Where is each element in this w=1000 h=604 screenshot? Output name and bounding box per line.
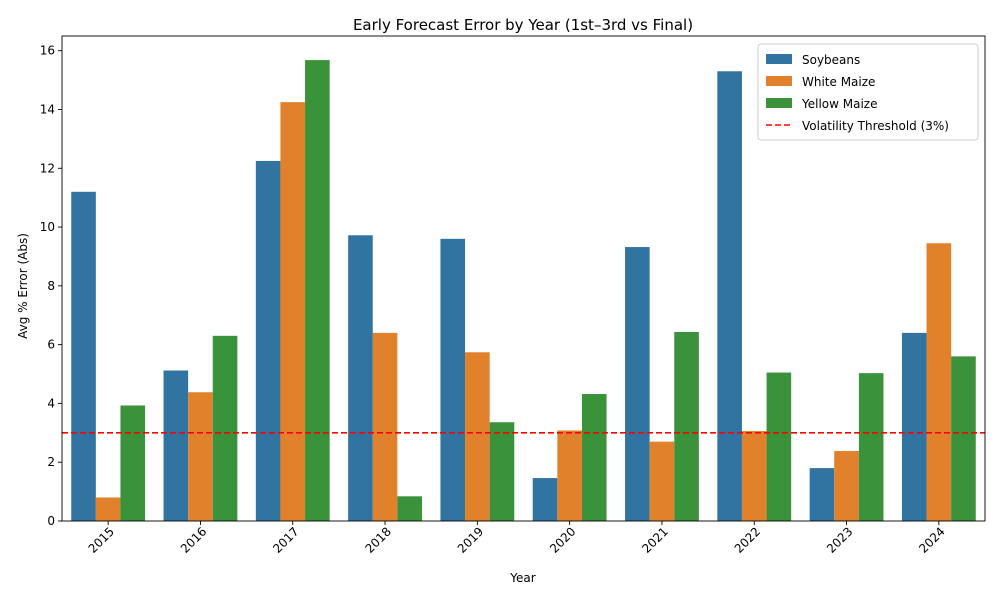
bar-soybeans-2019 [440,238,466,521]
legend-label: Yellow Maize [801,97,877,111]
legend-swatch [766,54,792,64]
x-tick-label: 2022 [732,524,763,555]
bar-soybeans-2017 [255,160,281,522]
bar-white-maize-2015 [95,497,121,521]
y-tick-label: 8 [47,279,55,293]
x-tick-label: 2019 [455,524,486,555]
legend-box [757,43,979,141]
bar-white-maize-2024 [926,243,952,522]
bar-white-maize-2017 [280,102,306,521]
bar-soybeans-2021 [625,247,650,522]
bar-soybeans-2015 [71,191,96,522]
legend-label: Soybeans [802,53,860,67]
bar-yellow-maize-2017 [305,60,330,521]
y-tick-label: 2 [47,455,55,469]
bar-yellow-maize-2021 [674,332,699,521]
bar-soybeans-2023 [809,468,835,521]
plot-frame [61,35,986,522]
y-axis-label: Avg % Error (Abs) [16,233,30,339]
x-axis-label: Year [509,571,535,585]
x-tick-label: 2021 [639,524,670,555]
bar-yellow-maize-2023 [858,373,884,521]
bar-white-maize-2022 [741,431,767,521]
legend-label: White Maize [802,75,875,89]
legend-swatch [766,98,792,108]
bar-soybeans-2024 [901,332,927,521]
y-tick-label: 4 [47,396,55,410]
bar-yellow-maize-2024 [951,356,976,521]
y-tick-label: 16 [40,44,55,58]
y-tick-label: 6 [47,338,55,352]
x-tick-label: 2016 [178,524,209,555]
legend-threshold-label: Volatility Threshold (3%) [802,119,949,133]
bar-yellow-maize-2015 [120,405,146,521]
x-tick-label: 2018 [362,524,393,555]
bar-soybeans-2018 [348,235,373,522]
bar-yellow-maize-2022 [766,372,792,521]
y-tick-label: 14 [40,102,55,116]
bar-yellow-maize-2020 [581,394,607,521]
y-tick-label: 10 [40,220,55,234]
bar-yellow-maize-2016 [212,335,238,521]
bar-soybeans-2020 [532,478,558,521]
x-tick-label: 2015 [86,524,117,555]
y-tick-label: 0 [47,514,55,528]
x-tick-label: 2017 [270,524,301,555]
bar-soybeans-2016 [163,370,189,521]
y-tick-label: 12 [40,161,55,175]
x-tick-label: 2024 [916,524,947,555]
chart-title: Early Forecast Error by Year (1st–3rd vs… [353,16,693,34]
bar-white-maize-2020 [557,430,582,521]
legend-swatch [766,76,792,86]
bar-white-maize-2023 [834,451,859,521]
bar-white-maize-2021 [649,441,675,521]
bar-white-maize-2019 [465,352,490,521]
x-tick-label: 2023 [824,524,855,555]
bar-soybeans-2022 [717,71,742,522]
bar-yellow-maize-2018 [397,496,422,521]
legend: Soybeans White Maize Yellow Maize Volatilit… [757,43,979,141]
bars-layer [71,60,976,522]
bar-white-maize-2016 [188,392,213,521]
x-tick-label: 2020 [547,524,578,555]
bar-yellow-maize-2019 [489,422,515,521]
bar-white-maize-2018 [372,332,398,521]
